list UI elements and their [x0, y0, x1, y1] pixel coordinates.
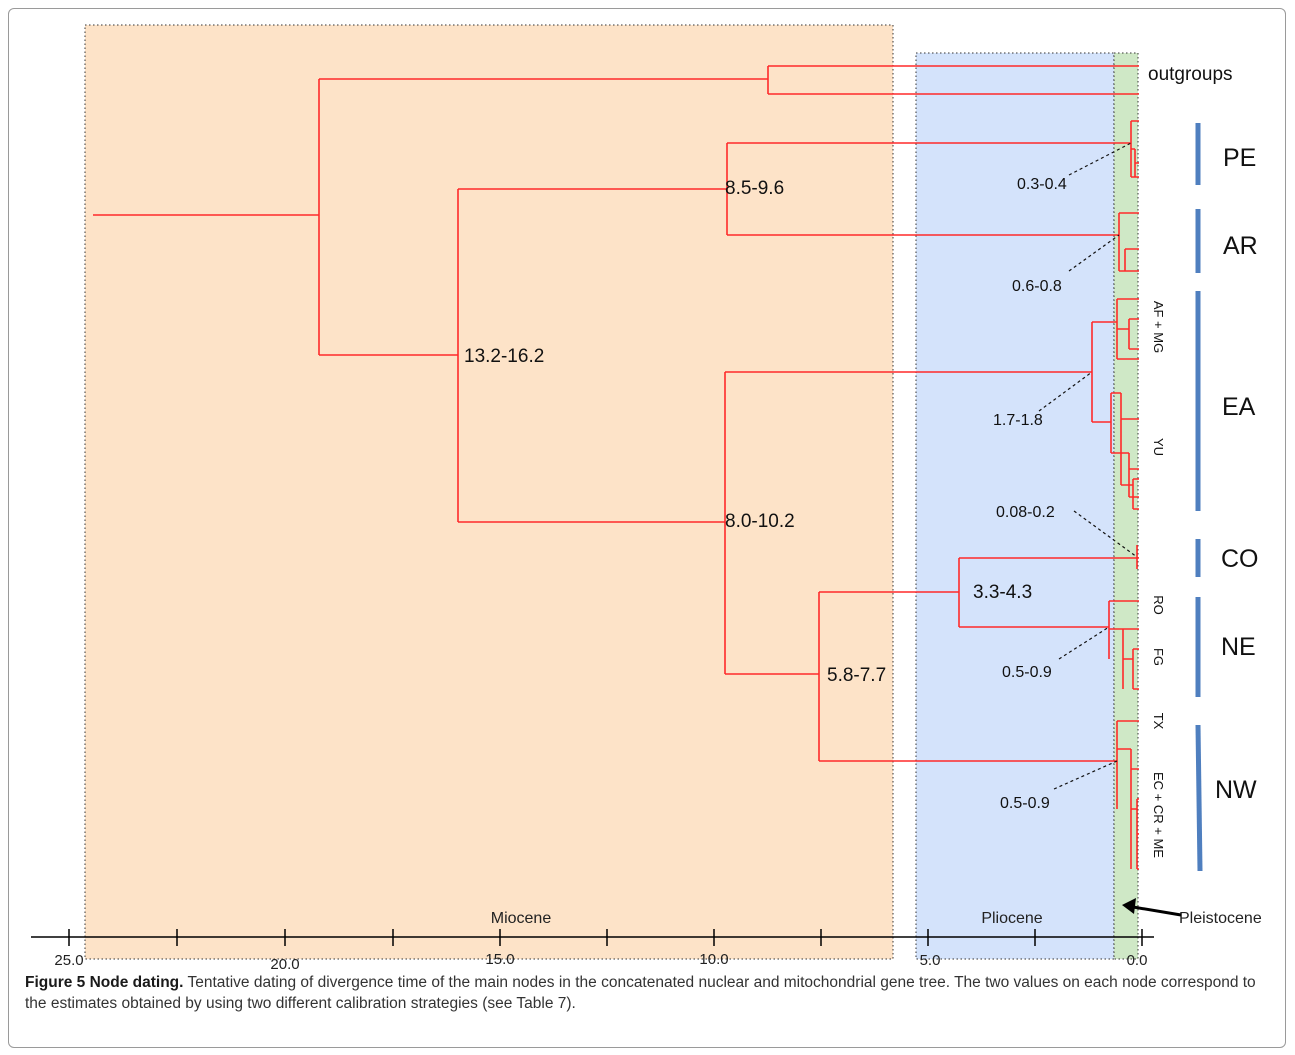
period-label-pleistocene: Pleistocene [1179, 910, 1262, 927]
node-age-n3: 8.0-10.2 [725, 511, 795, 532]
axis-tick-15: 15.0 [485, 951, 514, 968]
subclade-yu: YU [1151, 438, 1166, 456]
figure-caption: Figure 5 Node dating. Tentative dating o… [25, 972, 1275, 1014]
node-dating-diagram: 13.2-16.2 8.5-9.6 8.0-10.2 5.8-7.7 3.3-4… [31, 24, 1262, 973]
clade-label-co: CO [1221, 545, 1259, 573]
pleistocene-arrow [1122, 898, 1182, 917]
clade-label-ea: EA [1222, 393, 1256, 421]
node-age-n4: 5.8-7.7 [827, 665, 886, 686]
pleistocene-panel [1113, 52, 1139, 960]
clade-label-nw: NW [1215, 776, 1257, 804]
axis-tick-25: 25.0 [54, 952, 83, 969]
subclade-eccrme: EC + CR + ME [1151, 772, 1166, 858]
node-age-n2: 8.5-9.6 [725, 178, 784, 199]
pliocene-panel [915, 52, 1115, 960]
ne-leader [1058, 626, 1110, 660]
period-label-miocene: Miocene [491, 910, 552, 927]
caption-title: Figure 5 Node dating. [25, 974, 184, 991]
leader-lines [1038, 142, 1138, 790]
clade-bars [1195, 123, 1203, 872]
nw-tips [1116, 720, 1139, 870]
subclade-afmg: AF + MG [1151, 301, 1166, 353]
miocene-panel [84, 24, 894, 960]
ar-leader [1068, 234, 1120, 272]
pe-tips [1130, 120, 1139, 178]
node-age-n5: 3.3-4.3 [973, 582, 1032, 603]
clade-label-ne: NE [1221, 633, 1256, 661]
subclade-fg: FG [1151, 648, 1166, 666]
co-leader [1073, 510, 1138, 558]
caption-text: Tentative dating of divergence time of t… [25, 974, 1256, 1012]
clade-label-pe: PE [1223, 144, 1256, 172]
tip-age-pe: 0.3-0.4 [1017, 176, 1067, 193]
tip-age-ar: 0.6-0.8 [1012, 278, 1062, 295]
figure-panel: 13.2-16.2 8.5-9.6 8.0-10.2 5.8-7.7 3.3-4… [8, 8, 1286, 1048]
period-label-pliocene: Pliocene [981, 910, 1042, 927]
axis-tick-10: 10.0 [699, 951, 728, 968]
clade-bar-nw [1195, 724, 1203, 872]
subclade-tx: TX [1151, 713, 1166, 730]
node-age-n1: 13.2-16.2 [464, 346, 544, 367]
outgroups-label: outgroups [1148, 64, 1233, 85]
tree-branches [93, 65, 1139, 870]
tip-age-ne: 0.5-0.9 [1002, 664, 1052, 681]
tip-age-ea: 1.7-1.8 [993, 412, 1043, 429]
subclade-ro: RO [1151, 595, 1166, 615]
ar-tips [1118, 212, 1139, 272]
ea-leader [1038, 371, 1093, 412]
time-axis [31, 929, 1154, 946]
axis-tick-5: 5.0 [920, 952, 941, 969]
afmg-tips [1092, 298, 1139, 360]
tip-age-nw: 0.5-0.9 [1000, 795, 1050, 812]
ne-tips [1108, 600, 1139, 690]
clade-label-ar: AR [1223, 232, 1258, 260]
yu-tips [1092, 392, 1139, 510]
axis-tick-20: 20.0 [270, 956, 299, 973]
tip-age-co: 0.08-0.2 [996, 504, 1055, 521]
axis-tick-0: 0.0 [1127, 952, 1148, 969]
